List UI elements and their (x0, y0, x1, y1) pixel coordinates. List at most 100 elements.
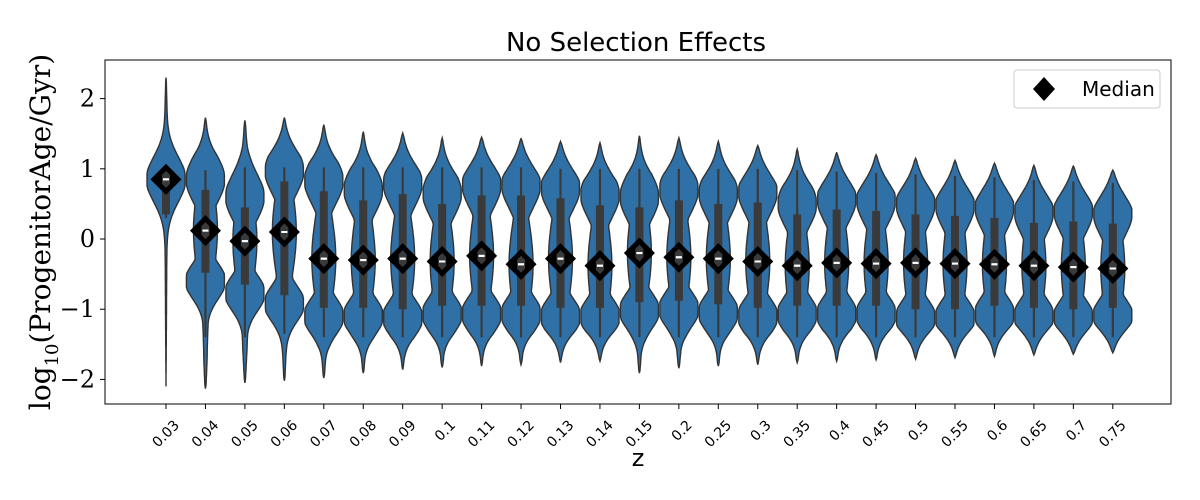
median-marker-left (430, 253, 439, 270)
violin-group (1053, 165, 1093, 356)
median-marker-left (903, 254, 912, 271)
median-marker-right (880, 255, 889, 272)
median-marker-right (919, 254, 928, 271)
x-tick-label: 0.06 (268, 417, 301, 450)
violin-iqr-box (359, 200, 368, 308)
median-marker (466, 240, 498, 272)
violin-group (383, 130, 423, 370)
violin-group (777, 146, 817, 366)
legend-box (1013, 69, 1161, 109)
violin-iqr-box (635, 207, 644, 303)
violin-group (659, 135, 699, 369)
median-marker-right (801, 257, 810, 274)
x-tick-label: 0.7 (1063, 418, 1090, 445)
violin-iqr-box (714, 203, 723, 305)
median-marker-left (943, 255, 951, 272)
violin-group (856, 153, 896, 363)
median-marker-right (643, 245, 652, 262)
median-marker-left (1061, 259, 1070, 276)
median-marker-left (982, 256, 991, 273)
median-marker-right (485, 247, 494, 264)
median-marker-right (564, 250, 573, 267)
median-marker-left (193, 222, 202, 239)
median-marker-right (525, 256, 534, 273)
x-tick-label: 0.45 (860, 418, 893, 451)
median-marker-left (1021, 257, 1030, 274)
median-marker-right (209, 222, 218, 239)
median-marker-left (627, 245, 636, 262)
violin-iqr-box (872, 210, 881, 306)
median-marker-left (232, 233, 241, 250)
violin-group (225, 120, 265, 384)
median-marker-right (603, 257, 612, 274)
median-marker-left (864, 255, 873, 272)
median-marker (1097, 252, 1129, 285)
violin-group (540, 139, 581, 363)
violin-iqr-box (477, 195, 486, 306)
x-tick-label: 0.08 (347, 418, 380, 451)
violin-group (185, 117, 226, 389)
median-marker (623, 237, 655, 269)
median-marker-left (272, 224, 281, 240)
x-tick-label: 0.12 (505, 418, 538, 451)
median-marker-left (390, 250, 399, 267)
median-marker (1057, 251, 1089, 283)
violin-group (895, 156, 936, 362)
median-marker-left (469, 247, 478, 264)
median-marker-right (998, 256, 1007, 273)
x-tick-label: 0.5 (905, 418, 932, 445)
median-marker-left (785, 257, 794, 274)
median-marker-right (446, 253, 455, 270)
violin-group (580, 140, 620, 364)
x-tick-label: 0.05 (228, 418, 261, 451)
median-marker-right (288, 224, 297, 240)
violin-group (304, 124, 344, 379)
violin-iqr-box (1069, 221, 1078, 310)
median-marker-right (1116, 260, 1125, 277)
x-tick-label: 0.75 (1096, 418, 1129, 451)
violin-iqr-box (1108, 223, 1117, 308)
x-axis-label: z (632, 444, 645, 472)
violin-group (1093, 168, 1133, 355)
violin-group (738, 143, 778, 365)
violin-iqr-box (793, 214, 802, 306)
x-tick-label: 0.13 (544, 418, 577, 451)
median-marker-right (1037, 257, 1046, 274)
violin-iqr-box (556, 198, 565, 308)
x-tick-label: 0.2 (669, 418, 696, 445)
plot-frame (104, 59, 1172, 405)
x-tick-label: 0.09 (386, 418, 419, 451)
violin-iqr-box (990, 217, 999, 306)
violin-group (1014, 163, 1054, 357)
median-marker-right (959, 255, 967, 272)
median-marker-right (367, 252, 376, 269)
violin-iqr-box (674, 200, 683, 301)
violin-iqr-box (911, 214, 920, 310)
median-marker-right (682, 249, 691, 266)
violin-iqr-box (832, 209, 841, 306)
x-tick-label: 0.6 (984, 417, 1011, 444)
violin-group (343, 131, 383, 374)
y-axis: 2 1 0 −1 −2 (60, 85, 105, 393)
median-marker-left (548, 250, 557, 267)
violin-iqr-box (753, 202, 762, 308)
violin-body (146, 77, 186, 387)
median-marker-right (1077, 259, 1086, 276)
x-tick-label: 0.11 (465, 418, 498, 451)
median-marker-left (745, 253, 754, 270)
median-marker-left (509, 256, 518, 273)
chart-title: No Selection Effects (506, 28, 766, 58)
median-marker-right (170, 171, 178, 188)
median-marker-right (761, 253, 770, 270)
violin-group (501, 137, 541, 368)
violin-group (146, 77, 186, 387)
violin-group (264, 117, 305, 381)
x-tick-label: 0.4 (826, 417, 853, 444)
x-tick-label: 0.55 (938, 418, 971, 451)
median-marker-left (666, 249, 675, 266)
x-tick-label: 0.1 (432, 418, 459, 445)
y-tick-label: 2 (80, 85, 95, 113)
violin-group (935, 158, 975, 360)
median-marker (663, 241, 695, 273)
